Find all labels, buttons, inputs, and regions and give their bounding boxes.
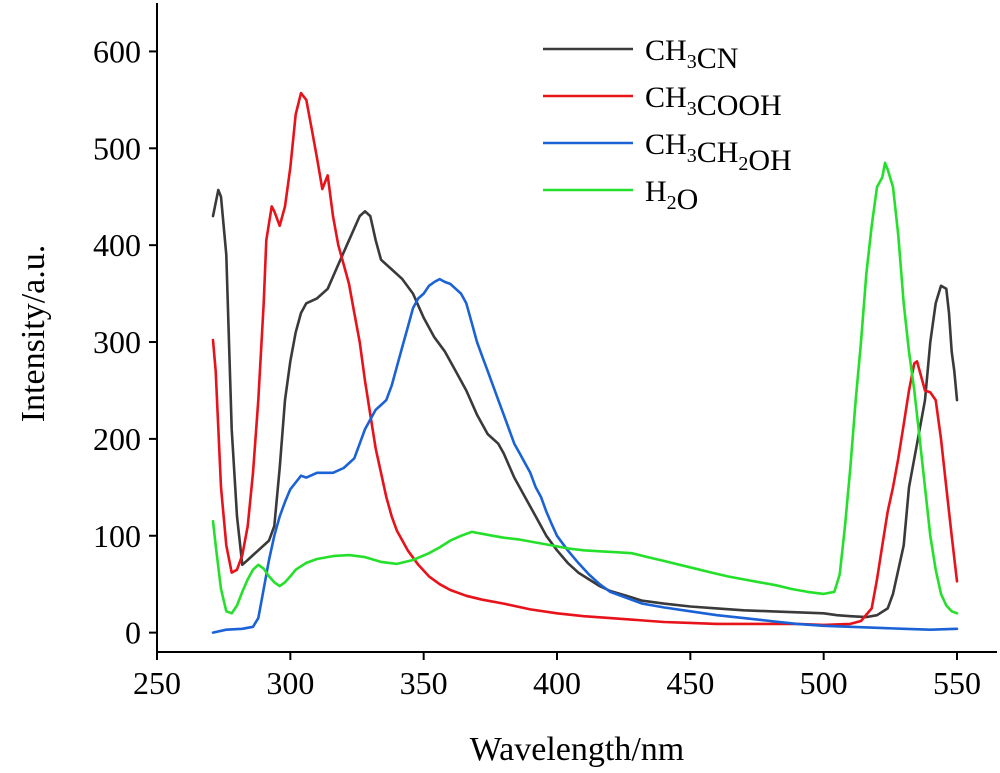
x-tick-label: 250: [133, 665, 181, 701]
y-tick-label: 100: [93, 518, 141, 554]
y-tick-label: 0: [125, 615, 141, 651]
x-tick-label: 400: [533, 665, 581, 701]
y-tick-label: 200: [93, 421, 141, 457]
plot-lines: [211, 91, 959, 634]
series-line-ch3ch2oh: [211, 277, 959, 634]
series-line-ch3cooh: [211, 91, 959, 627]
y-axis-title: Intensity/a.u.: [15, 245, 52, 423]
legend-item-ch3cn: CH3CN: [543, 34, 738, 75]
x-tick-label: 550: [933, 665, 981, 701]
series-line-ch3cn: [211, 188, 959, 619]
x-tick-label: 450: [666, 665, 714, 701]
legend-label: CH3COOH: [645, 81, 782, 122]
x-axis-title: Wavelength/nm: [470, 731, 684, 768]
y-tick-label: 600: [93, 33, 141, 69]
y-tick-label: 400: [93, 227, 141, 263]
y-tick-label: 500: [93, 130, 141, 166]
x-tick-label: 300: [266, 665, 314, 701]
legend-item-ch3ch2oh: CH3CH2OH: [543, 128, 792, 177]
series-line-h2o: [211, 161, 959, 615]
legend-label: CH3CH2OH: [645, 128, 792, 177]
legend-label: CH3CN: [645, 34, 738, 75]
legend-label: H2O: [645, 175, 698, 216]
legend-item-h2o: H2O: [543, 175, 698, 216]
y-tick-label: 300: [93, 324, 141, 360]
x-tick-label: 500: [800, 665, 848, 701]
legend-item-ch3cooh: CH3COOH: [543, 81, 782, 122]
axes: 250 300 350 400 450 500 550 0 100 200 300 400 500 600: [93, 3, 997, 701]
x-tick-label: 350: [400, 665, 448, 701]
